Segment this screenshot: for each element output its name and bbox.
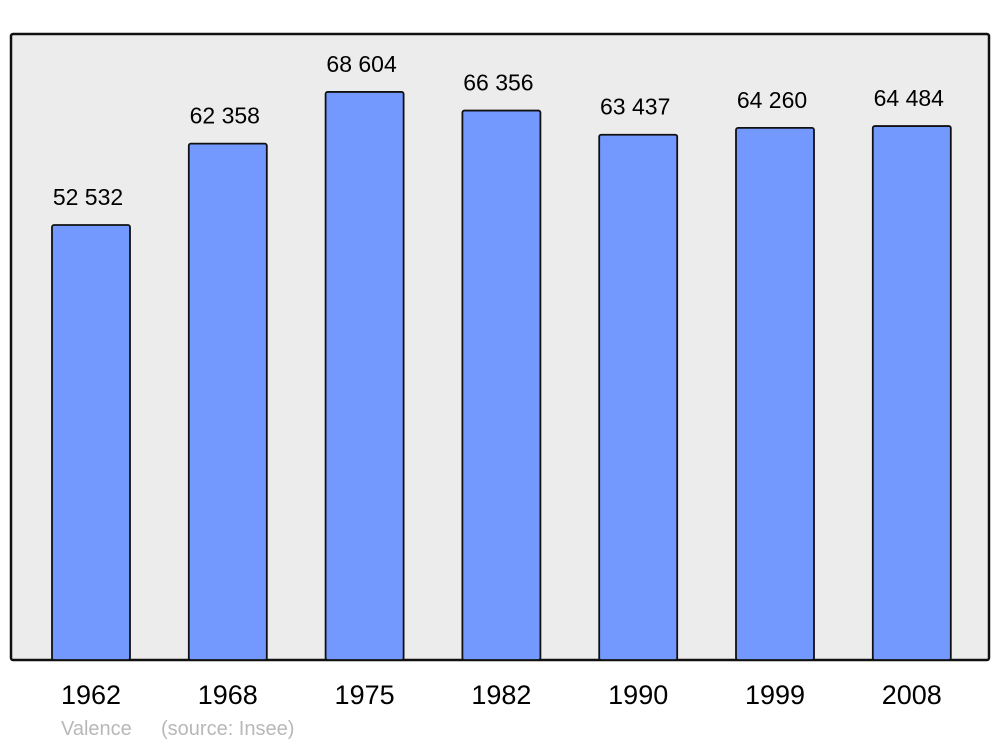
source-label: (source: Insee) [161, 718, 295, 740]
x-tick-label-1990: 1990 [608, 680, 668, 710]
bar-1968 [187, 142, 268, 661]
bar-2008 [871, 125, 952, 661]
x-tick-label-1962: 1962 [61, 680, 121, 710]
value-label-1975: 68 604 [326, 51, 397, 77]
value-label-1962: 52 532 [53, 184, 123, 210]
value-label-2008: 64 484 [874, 85, 945, 111]
value-label-1968: 62 358 [190, 103, 260, 129]
bar-1990 [598, 133, 679, 661]
bar-1975 [324, 91, 405, 661]
value-label-1999: 64 260 [737, 87, 807, 113]
x-tick-label-1975: 1975 [335, 680, 395, 710]
place-label: Valence [61, 718, 132, 740]
x-tick-label-1999: 1999 [745, 680, 805, 710]
bar-1962 [51, 224, 131, 661]
bar-1982 [461, 109, 542, 661]
x-tick-label-2008: 2008 [882, 680, 942, 710]
x-tick-label-1982: 1982 [471, 680, 531, 710]
bar-1999 [735, 127, 815, 661]
x-tick-label-1968: 1968 [198, 680, 258, 710]
value-label-1982: 66 356 [463, 70, 533, 96]
value-label-1990: 63 437 [600, 94, 670, 120]
